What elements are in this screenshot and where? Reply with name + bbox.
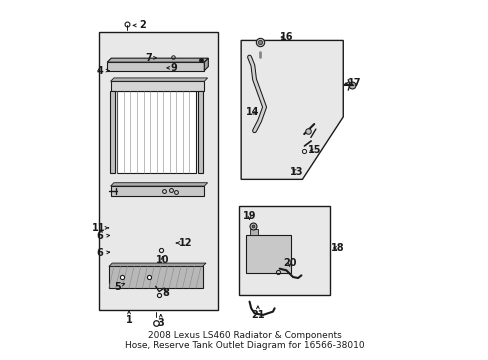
Bar	[110, 81, 204, 91]
Polygon shape	[109, 263, 205, 266]
Bar	[107, 62, 204, 71]
Bar	[110, 186, 204, 196]
Bar	[239, 206, 329, 295]
Polygon shape	[204, 58, 208, 71]
Text: 21: 21	[251, 306, 264, 320]
Text: 11: 11	[92, 223, 108, 233]
Bar	[117, 91, 196, 173]
Text: 17: 17	[345, 78, 361, 88]
Text: 19: 19	[242, 211, 256, 221]
Polygon shape	[241, 40, 343, 179]
Bar	[245, 235, 291, 273]
Text: 16: 16	[279, 32, 292, 42]
Text: 2: 2	[133, 21, 145, 30]
Text: 6: 6	[97, 231, 109, 241]
Text: 8: 8	[162, 288, 169, 298]
Polygon shape	[110, 78, 207, 81]
Text: 15: 15	[307, 145, 321, 155]
Text: 10: 10	[155, 255, 169, 265]
Text: 2008 Lexus LS460 Radiator & Components
Hose, Reserve Tank Outlet Diagram for 165: 2008 Lexus LS460 Radiator & Components H…	[124, 331, 364, 350]
Polygon shape	[107, 58, 208, 62]
Text: 5: 5	[114, 282, 124, 292]
Text: 9: 9	[166, 63, 177, 73]
Bar	[109, 266, 202, 288]
Text: 12: 12	[176, 238, 192, 248]
Text: 6: 6	[97, 248, 109, 258]
Polygon shape	[110, 183, 207, 186]
Text: 18: 18	[331, 243, 345, 253]
Bar	[198, 91, 202, 173]
Text: 4: 4	[96, 66, 109, 76]
Text: 7: 7	[145, 53, 156, 63]
Bar	[110, 91, 114, 173]
Text: 13: 13	[289, 167, 303, 177]
Bar	[99, 32, 217, 310]
Text: 1: 1	[125, 311, 132, 325]
Text: 3: 3	[157, 314, 164, 328]
Bar	[249, 229, 257, 235]
Text: 20: 20	[283, 258, 296, 268]
Text: 14: 14	[245, 107, 259, 117]
